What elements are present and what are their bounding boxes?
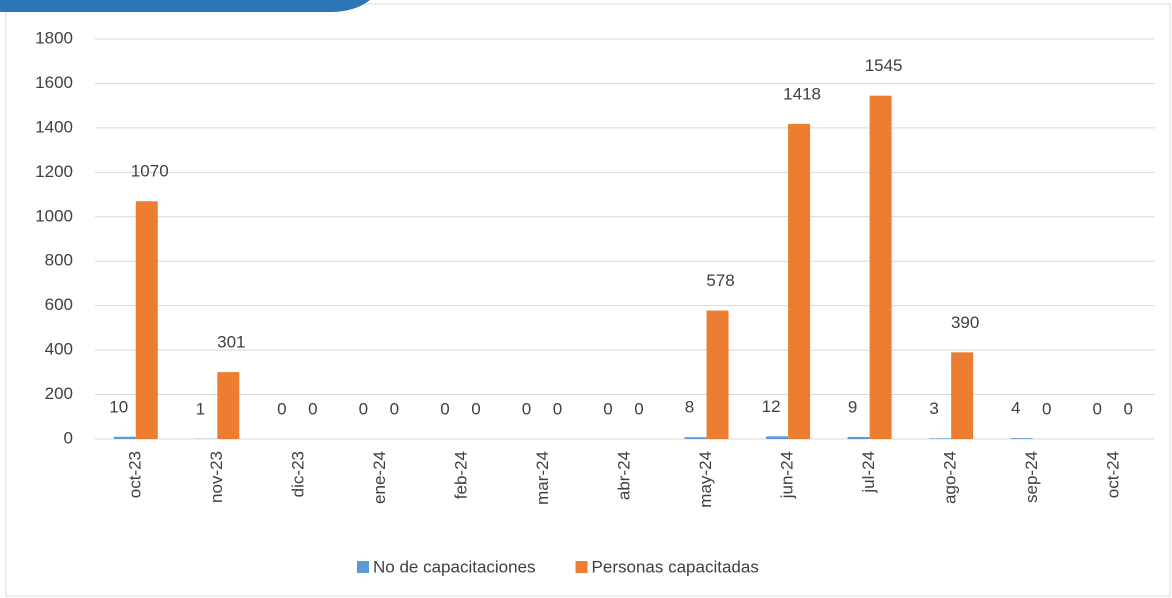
header-tab bbox=[0, 0, 370, 12]
bar bbox=[847, 437, 870, 439]
bar bbox=[1010, 438, 1033, 439]
data-label: 301 bbox=[217, 333, 245, 352]
bar bbox=[217, 372, 240, 439]
legend-label: No de capacitaciones bbox=[373, 557, 536, 576]
data-label: 0 bbox=[359, 399, 368, 418]
y-tick-label: 800 bbox=[45, 251, 73, 270]
x-tick-label: abr-24 bbox=[614, 451, 633, 500]
x-tick-label: oct-23 bbox=[125, 451, 144, 498]
chart-border bbox=[5, 3, 1171, 597]
bar bbox=[706, 310, 729, 439]
x-tick-label: jul-24 bbox=[859, 451, 878, 494]
data-label: 9 bbox=[848, 397, 857, 416]
data-label: 1545 bbox=[865, 56, 903, 75]
y-tick-label: 1000 bbox=[35, 206, 73, 225]
y-tick-label: 1800 bbox=[35, 28, 73, 47]
y-tick-label: 400 bbox=[45, 340, 73, 359]
data-label: 0 bbox=[603, 399, 612, 418]
data-label: 0 bbox=[634, 399, 643, 418]
data-label: 0 bbox=[277, 399, 286, 418]
bar bbox=[135, 201, 158, 439]
y-tick-label: 1200 bbox=[35, 162, 73, 181]
data-label: 0 bbox=[553, 399, 562, 418]
x-tick-label: ene-24 bbox=[370, 451, 389, 504]
data-label: 0 bbox=[390, 399, 399, 418]
data-label: 0 bbox=[308, 399, 317, 418]
data-label: 8 bbox=[685, 398, 694, 417]
data-label: 3 bbox=[929, 399, 938, 418]
data-label: 0 bbox=[1092, 399, 1101, 418]
bar bbox=[788, 123, 811, 439]
y-tick-label: 1600 bbox=[35, 73, 73, 92]
data-label: 0 bbox=[522, 399, 531, 418]
y-tick-label: 1400 bbox=[35, 117, 73, 136]
bar bbox=[929, 438, 952, 439]
data-label: 0 bbox=[1123, 399, 1132, 418]
y-tick-label: 200 bbox=[45, 384, 73, 403]
y-tick-label: 600 bbox=[45, 295, 73, 314]
data-label: 4 bbox=[1011, 399, 1020, 418]
data-label: 0 bbox=[1042, 399, 1051, 418]
legend-swatch bbox=[357, 561, 369, 573]
data-label: 0 bbox=[440, 399, 449, 418]
x-tick-label: may-24 bbox=[696, 451, 715, 508]
data-label: 1 bbox=[196, 399, 205, 418]
data-label: 10 bbox=[109, 397, 128, 416]
data-label: 578 bbox=[706, 271, 734, 290]
bar bbox=[869, 95, 892, 440]
x-tick-label: ago-24 bbox=[941, 451, 960, 504]
bar bbox=[766, 436, 789, 439]
bar bbox=[113, 436, 136, 439]
x-tick-label: feb-24 bbox=[451, 451, 470, 499]
x-tick-label: mar-24 bbox=[533, 451, 552, 505]
data-label: 0 bbox=[471, 399, 480, 418]
data-label: 390 bbox=[951, 313, 979, 332]
bar bbox=[951, 352, 974, 439]
data-label: 12 bbox=[762, 397, 781, 416]
x-tick-label: dic-23 bbox=[288, 451, 307, 497]
data-label: 1418 bbox=[783, 84, 821, 103]
x-tick-label: nov-23 bbox=[207, 451, 226, 503]
x-tick-label: sep-24 bbox=[1022, 451, 1041, 503]
data-label: 1070 bbox=[131, 162, 169, 181]
legend-swatch bbox=[575, 561, 588, 573]
x-tick-label: oct-24 bbox=[1104, 451, 1123, 498]
bar bbox=[684, 437, 707, 439]
legend-label: Personas capacitadas bbox=[592, 557, 759, 576]
x-tick-label: jun-24 bbox=[778, 451, 797, 499]
y-tick-label: 0 bbox=[64, 428, 73, 447]
